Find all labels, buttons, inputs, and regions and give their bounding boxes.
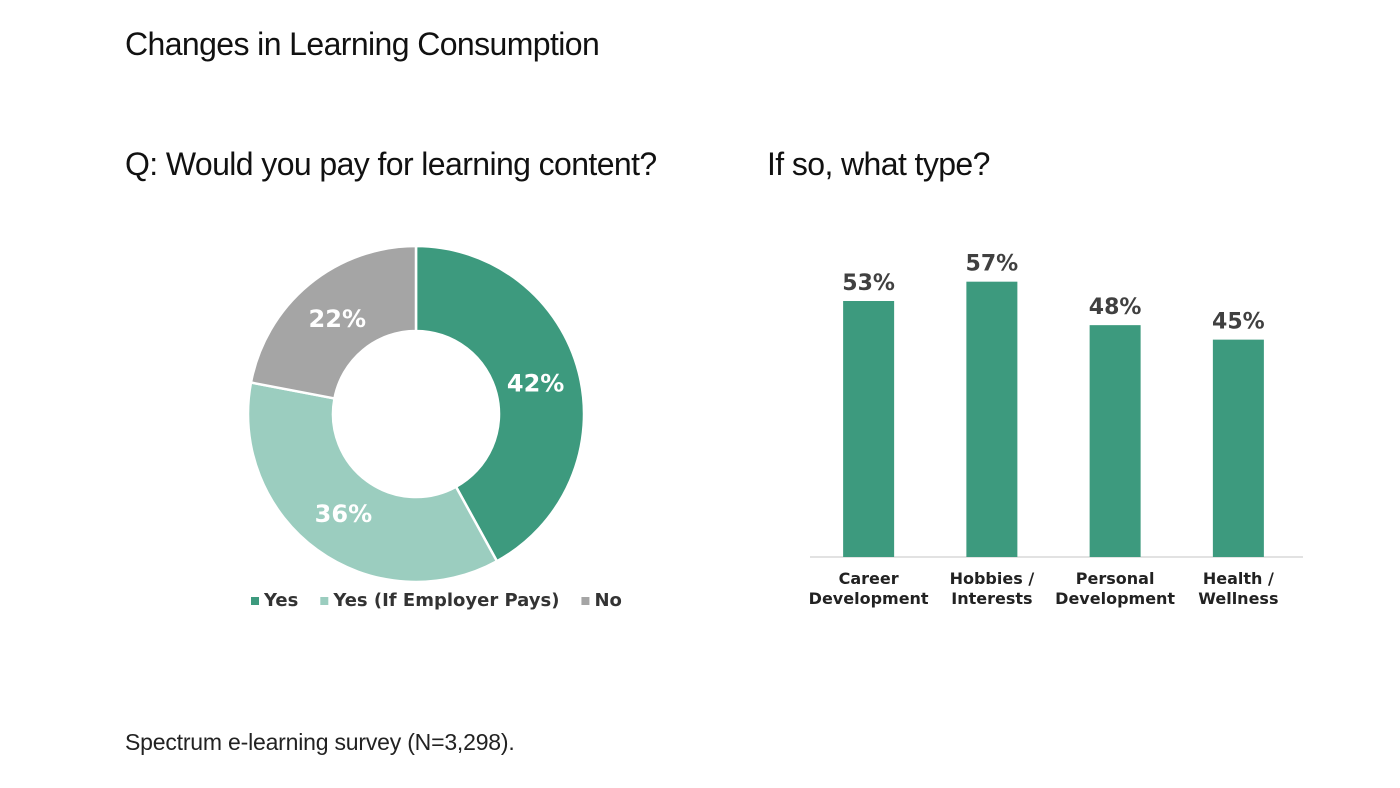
donut-label-yes: 42% bbox=[507, 369, 564, 397]
legend-swatch-no bbox=[581, 597, 590, 605]
legend-label-no: No bbox=[594, 590, 621, 611]
donut-chart-title: Q: Would you pay for learning content? bbox=[125, 146, 657, 182]
bar-chart-title: If so, what type? bbox=[767, 146, 990, 182]
donut-label-no: 22% bbox=[309, 305, 366, 333]
category-label-hobbies-interests: Hobbies / bbox=[950, 569, 1035, 588]
bar-health-wellness bbox=[1212, 339, 1264, 557]
donut-slice-yes bbox=[414, 244, 586, 563]
legend-label-yes: Yes bbox=[263, 590, 298, 611]
category-label-career-development: Development bbox=[809, 589, 929, 608]
legend-label-yes-if-employer-pays: Yes (If Employer Pays) bbox=[332, 590, 559, 611]
donut-slice-yes-if-employer-pays bbox=[246, 381, 499, 584]
category-label-career-development: Career bbox=[839, 569, 899, 588]
bar-value-career-development: 53% bbox=[842, 271, 895, 296]
category-label-hobbies-interests: Interests bbox=[951, 589, 1032, 608]
bar-value-health-wellness: 45% bbox=[1212, 310, 1265, 335]
donut-legend: Yes Yes (If Employer Pays) No bbox=[251, 590, 622, 611]
category-label-health-wellness: Health / bbox=[1203, 569, 1274, 588]
category-label-personal-development: Personal bbox=[1076, 569, 1155, 588]
donut-label-yes-if-employer-pays: 36% bbox=[315, 500, 372, 528]
donut-chart: 42% 36% 22% bbox=[246, 244, 586, 584]
bar-hobbies-interests bbox=[966, 281, 1018, 557]
category-label-personal-development: Development bbox=[1055, 589, 1175, 608]
bar-career-development bbox=[843, 301, 895, 557]
bar-value-personal-development: 48% bbox=[1089, 295, 1142, 320]
legend-swatch-yes bbox=[251, 597, 259, 605]
category-label-health-wellness: Wellness bbox=[1198, 589, 1278, 608]
bar-personal-development bbox=[1089, 325, 1141, 557]
footnote: Spectrum e-learning survey (N=3,298). bbox=[125, 729, 515, 755]
bar-value-hobbies-interests: 57% bbox=[966, 252, 1019, 277]
legend-swatch-yes-if-employer-pays bbox=[320, 597, 329, 605]
page-title: Changes in Learning Consumption bbox=[125, 26, 600, 62]
donut-slice-no bbox=[249, 244, 418, 400]
